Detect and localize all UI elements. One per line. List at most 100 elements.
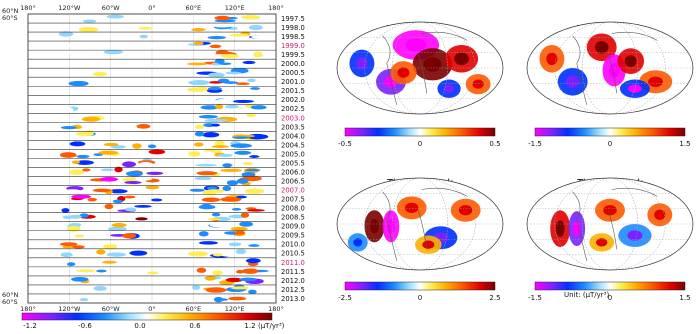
longitude-label: 60°E (186, 4, 202, 12)
coastline (572, 187, 658, 261)
wave-blob (145, 42, 155, 49)
wave-blob (100, 168, 114, 172)
year-label: 2010.5 (281, 250, 305, 258)
map-anomaly-core (422, 240, 435, 249)
wave-blob (205, 189, 225, 194)
coastline (572, 31, 658, 105)
map-colorbar-tick: 1.5 (679, 294, 690, 302)
wave-blob (68, 214, 82, 219)
wave-blob (103, 293, 114, 299)
wave-blob (239, 221, 254, 227)
panel-colorbar (21, 312, 273, 321)
wave-blob (140, 134, 158, 138)
wave-blob (212, 270, 223, 276)
wave-blob (106, 252, 127, 257)
map-anomaly-core (423, 57, 442, 72)
wave-blob (194, 176, 212, 181)
year-label: 2009.0 (281, 223, 305, 231)
wave-blob (186, 62, 208, 66)
wave-blob (71, 160, 81, 164)
wave-blob (76, 269, 96, 273)
wave-blob (249, 155, 260, 158)
wave-blob (130, 82, 139, 86)
wave-blob (106, 14, 124, 19)
wave-blob (67, 225, 81, 232)
wave-blob (132, 143, 142, 149)
timelongitude-panel: 180° 120°W 60°W 0° 60°E 120°E 180° 180° 120°W 60… (2, 4, 305, 330)
wave-blob (82, 19, 97, 23)
wave-blob (245, 296, 256, 299)
wave-blob (239, 277, 258, 282)
wave-blob (125, 59, 141, 66)
wave-blob (148, 149, 166, 155)
map-anomaly-core (353, 238, 363, 247)
year-label: 2004.5 (281, 141, 305, 149)
wave-blob (219, 251, 235, 257)
map-anomaly-core (356, 57, 368, 70)
wave-blob (69, 141, 86, 147)
lat-label-bottom-s: 60°S (2, 298, 18, 306)
wave-blob (145, 185, 160, 190)
wave-blob (238, 91, 256, 95)
wave-blob (236, 178, 249, 184)
wave-blob (119, 112, 138, 119)
wave-blob (200, 257, 221, 263)
map-anomaly-core (628, 84, 642, 93)
longitude-label: 0° (148, 305, 155, 313)
wave-blob (114, 166, 123, 173)
meridian-curve (392, 178, 448, 270)
wave-blob (214, 15, 231, 21)
wave-blob (71, 194, 92, 199)
wave-blob (58, 31, 74, 37)
meridian-curve (364, 22, 476, 114)
wave-blob (126, 170, 143, 177)
wave-blob (222, 163, 232, 168)
wave-blob (111, 223, 127, 228)
wave-blob (252, 54, 264, 58)
wave-blob (214, 58, 225, 64)
map-colorbar-tick: 0.5 (489, 140, 500, 148)
wave-blob (242, 268, 259, 274)
wave-blob (87, 258, 105, 265)
wave-blob (220, 197, 242, 202)
longitude-label: 180° (20, 305, 36, 313)
wave-blob (208, 72, 225, 78)
year-label: 2000.0 (281, 60, 305, 68)
map-anomaly-core (573, 220, 581, 237)
map-colorbar-tick: 1.5 (679, 140, 690, 148)
wave-blob (124, 207, 137, 212)
wave-blob (207, 35, 226, 40)
wave-blob (83, 99, 100, 105)
year-label: 2010.0 (281, 241, 305, 249)
wave-blob (189, 171, 199, 175)
map-border (526, 177, 694, 271)
wave-blob (250, 87, 261, 90)
jerk-maps: The 1999 jerk-0.500.5The 2003 jerk-1.501… (336, 21, 694, 302)
wave-blob (188, 80, 210, 86)
year-labels: 1997.51998.01998.51999.01999.52000.02000… (281, 15, 305, 303)
panel-colorbar-ticks: -1.2 -0.6 0.0 0.6 1.2 (23, 322, 255, 330)
map-anomaly-core (454, 52, 469, 66)
year-label: 1999.0 (281, 42, 305, 50)
wave-blob (195, 163, 217, 167)
wave-blob (200, 203, 213, 210)
year-label: 1997.5 (281, 15, 305, 23)
map-anomaly-core (594, 41, 609, 54)
map-anomaly-core (627, 230, 643, 241)
map-colorbar (534, 281, 686, 291)
meridian-curve (554, 178, 666, 270)
wave-blob (211, 123, 221, 127)
year-label: 2002.5 (281, 105, 305, 113)
map-border (526, 21, 694, 115)
longitude-label: 120°W (58, 4, 81, 12)
panel-blobs (57, 14, 269, 303)
wave-blob (67, 262, 76, 267)
wave-blob (196, 267, 207, 273)
jerk-map-3: The 2007 jerk-2.502.5 (336, 177, 504, 302)
longitude-label: 180° (268, 305, 284, 313)
wave-blob (62, 245, 75, 249)
year-label: 2013.0 (281, 295, 305, 303)
year-label: 1999.5 (281, 51, 305, 59)
wave-blob (74, 234, 85, 238)
wave-blob (187, 251, 208, 257)
